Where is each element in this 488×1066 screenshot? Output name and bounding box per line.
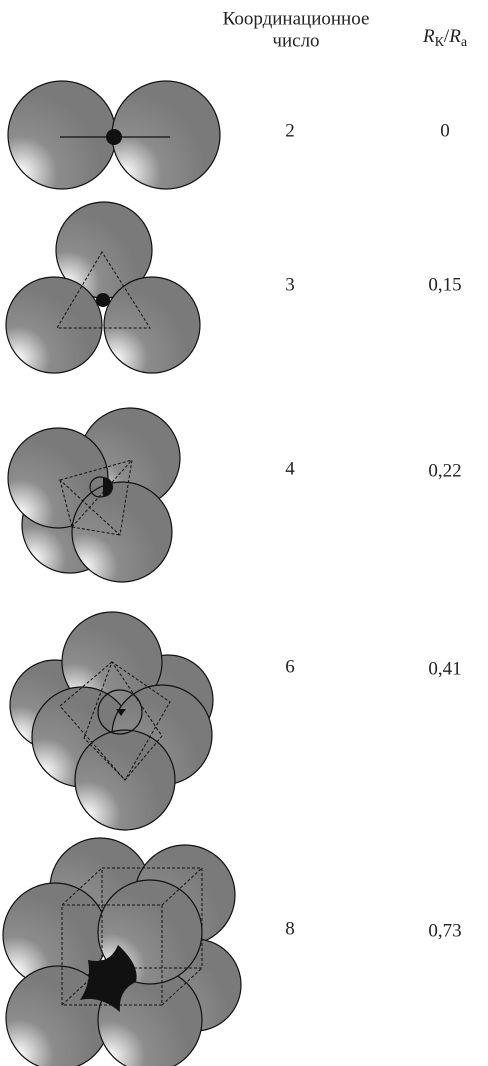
header-coordination: Координационное [223, 8, 370, 29]
ratio-part: а [461, 35, 468, 50]
coordination-number: 2 [285, 120, 295, 141]
coordination-number: 6 [285, 656, 295, 677]
coordination-number: 8 [285, 918, 295, 939]
coordination-number: 3 [285, 274, 295, 295]
header-coordination: число [272, 30, 319, 51]
ratio-part: К [435, 35, 445, 50]
structure-8 [2, 837, 242, 1066]
radius-ratio: 0,15 [428, 274, 461, 295]
radius-ratio: 0,22 [428, 460, 461, 481]
ratio-part: / [444, 26, 450, 47]
structure-4 [7, 407, 181, 583]
radius-ratio: 0 [440, 120, 450, 141]
structure-6 [9, 611, 214, 831]
radius-ratio: 0,73 [428, 920, 461, 941]
ratio-part: R [448, 26, 461, 47]
structure-2 [7, 80, 221, 190]
coordination-number: 4 [285, 458, 295, 479]
ratio-part: R [422, 26, 435, 47]
rows: 2 0 3 0,15 4 0,22 6 0,41 8 0,73 [285, 120, 461, 941]
header-ratio: RК/Rа [422, 26, 468, 50]
structure-3 [5, 201, 201, 374]
radius-ratio: 0,41 [428, 658, 461, 679]
